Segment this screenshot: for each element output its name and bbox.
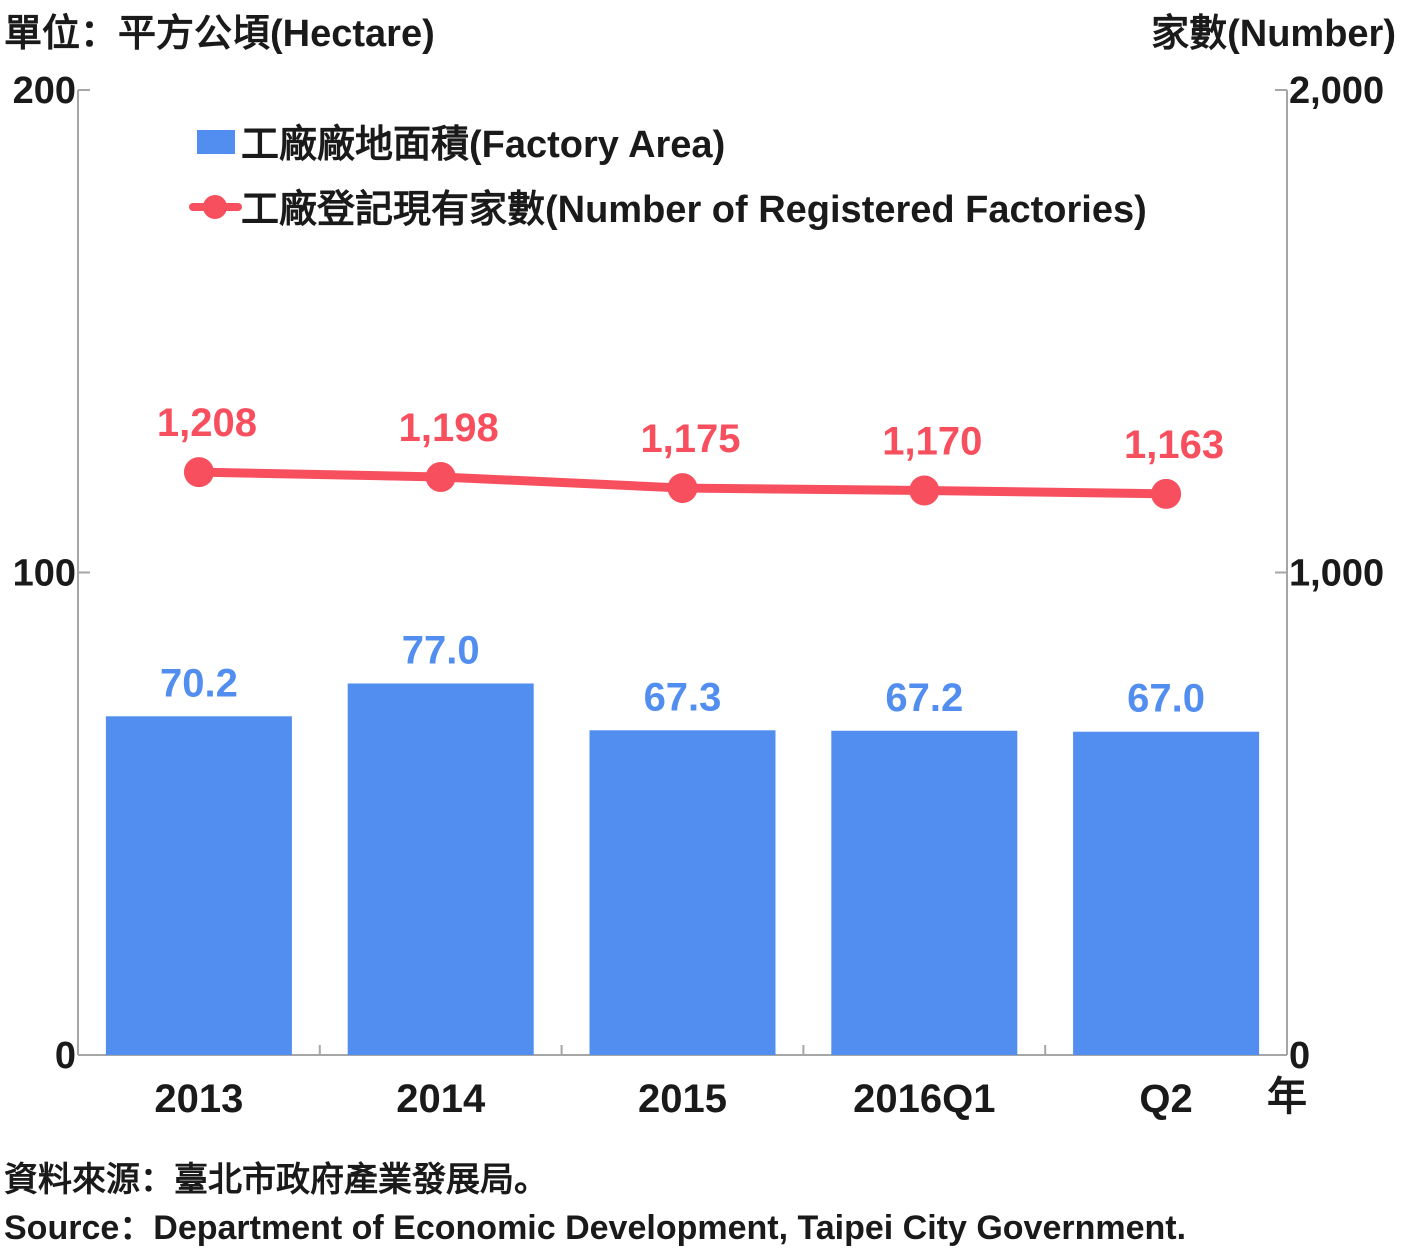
line-point <box>425 461 456 492</box>
line-value-label: 1,208 <box>157 401 257 445</box>
source-en: Source：Department of Economic Developmen… <box>4 1209 1187 1247</box>
bar-value-label: 67.3 <box>644 675 722 719</box>
right-tick-label: 0 <box>1289 1035 1310 1077</box>
legend-swatch-marker <box>203 195 227 219</box>
bar-factory-area <box>831 730 1018 1055</box>
line-point <box>183 457 214 488</box>
bar-factory-area <box>589 730 776 1055</box>
bar-value-label: 67.0 <box>1127 677 1205 721</box>
x-category-label: Q2 <box>1139 1077 1192 1121</box>
right-tick-label: 1,000 <box>1289 553 1384 595</box>
legend-label-bar: 工廠廠地面積(Factory Area) <box>241 123 725 166</box>
line-point <box>1151 478 1182 509</box>
right-tick-label: 2,000 <box>1289 70 1384 112</box>
bar-factory-area <box>1073 731 1260 1055</box>
bar-factory-area <box>105 716 292 1055</box>
bar-factory-area <box>347 683 534 1055</box>
left-axis-title: 單位：平方公頃(Hectare) <box>4 13 435 55</box>
line-value-label: 1,175 <box>640 417 740 461</box>
left-tick-label: 100 <box>13 553 76 595</box>
bar-value-label: 70.2 <box>160 661 238 705</box>
x-category-label: 2014 <box>396 1077 486 1121</box>
x-category-label: 2013 <box>154 1077 243 1121</box>
line-value-label: 1,163 <box>1124 423 1224 467</box>
x-category-label: 2016Q1 <box>853 1077 995 1121</box>
left-tick-label: 200 <box>13 70 76 112</box>
right-axis-title: 家數(Number) <box>1151 13 1396 55</box>
left-tick-label: 0 <box>55 1035 76 1077</box>
x-unit-label: 年 <box>1267 1075 1307 1119</box>
line-value-label: 1,170 <box>882 419 982 463</box>
bar-value-label: 77.0 <box>402 628 480 672</box>
combo-chart: 0 100 200 0 1,000 2,000 70.2 77.0 67.3 67.2 67.0 1,… <box>13 70 1385 1121</box>
line-value-label: 1,198 <box>399 406 499 450</box>
source-zh: 資料來源：臺北市政府產業發展局。 <box>4 1161 548 1199</box>
bar-value-label: 67.2 <box>885 676 963 720</box>
x-category-label: 2015 <box>638 1077 727 1121</box>
line-point <box>909 475 940 506</box>
line-point <box>667 473 698 504</box>
legend-swatch-bar <box>197 130 235 154</box>
legend-label-line: 工廠登記現有家數(Number of Registered Factories) <box>241 188 1147 231</box>
